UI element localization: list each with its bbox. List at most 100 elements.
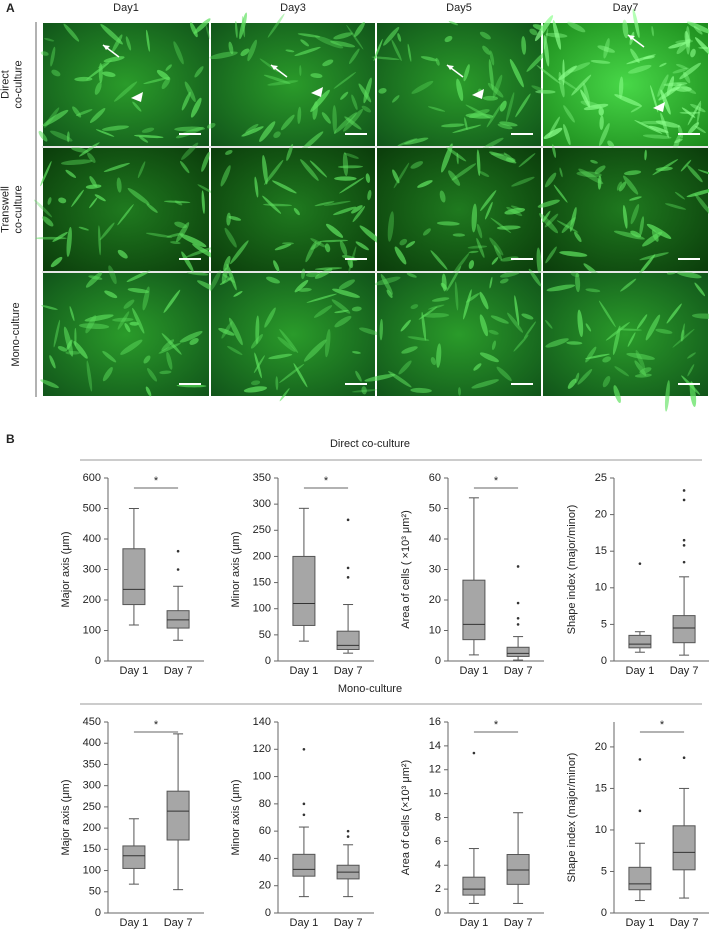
- cell: [58, 197, 67, 204]
- cell: [500, 256, 519, 262]
- cell: [622, 204, 628, 229]
- cell: [490, 315, 509, 324]
- cell: [480, 190, 497, 212]
- cell: [72, 106, 82, 118]
- cell: [490, 153, 508, 156]
- cell: [111, 34, 123, 53]
- x-tick-label: Day 7: [504, 917, 533, 929]
- y-axis-label: Minor axis (μm): [230, 531, 242, 607]
- cell: [681, 323, 685, 341]
- cell: [147, 368, 157, 382]
- cell: [479, 314, 488, 337]
- cell: [646, 223, 672, 239]
- cell: [567, 378, 577, 389]
- cell: [117, 249, 128, 259]
- y-tick-label: 60: [429, 472, 441, 484]
- box: [628, 634, 652, 649]
- cell: [666, 303, 682, 324]
- y-tick-label: 250: [253, 524, 271, 536]
- x-tick-label: Day 1: [626, 917, 655, 929]
- cell: [417, 180, 433, 188]
- row-label: co-culture: [12, 185, 24, 233]
- cell: [628, 196, 642, 201]
- cell: [490, 217, 512, 234]
- cell: [499, 100, 507, 112]
- micrograph: [371, 20, 550, 150]
- cell: [310, 241, 322, 250]
- cell: [507, 312, 524, 333]
- cell: [672, 67, 689, 74]
- cell: [352, 351, 361, 354]
- cell: [627, 332, 636, 347]
- y-tick-label: 25: [595, 472, 607, 484]
- micrograph: [537, 144, 709, 278]
- cell: [53, 319, 61, 348]
- y-axis-label: Area of cells (×10³ μm²): [400, 760, 412, 875]
- cell: [458, 387, 461, 396]
- cell: [230, 240, 249, 265]
- cell: [430, 250, 448, 270]
- cell: [406, 272, 417, 278]
- cell: [186, 246, 214, 258]
- cell: [86, 62, 110, 80]
- cell: [267, 13, 285, 38]
- cell: [279, 388, 290, 402]
- cell: [590, 59, 611, 64]
- cell: [539, 213, 559, 234]
- cell: [687, 364, 695, 377]
- outlier: [346, 566, 350, 570]
- cell: [626, 352, 656, 360]
- cell: [391, 39, 402, 62]
- cell: [266, 276, 280, 284]
- outlier: [346, 835, 350, 838]
- x-tick-label: Day 1: [626, 665, 655, 677]
- outlier: [516, 565, 520, 568]
- cell: [456, 78, 464, 102]
- cell: [220, 165, 231, 187]
- group-title: Direct co-culture: [330, 438, 410, 450]
- cell: [112, 317, 134, 322]
- cell: [617, 328, 642, 331]
- cell: [280, 114, 295, 131]
- cell: [129, 321, 139, 326]
- cell: [87, 152, 96, 163]
- cell: [245, 123, 259, 134]
- cell: [120, 339, 143, 355]
- outlier: [682, 756, 686, 760]
- cell: [273, 131, 281, 139]
- y-tick-label: 15: [595, 782, 607, 794]
- cell: [86, 360, 93, 392]
- y-tick-label: 100: [253, 603, 271, 615]
- y-axis-label: Major axis (μm): [60, 531, 72, 607]
- cell: [479, 171, 490, 177]
- cell: [293, 207, 300, 216]
- cell: [394, 246, 407, 265]
- cell: [71, 189, 84, 207]
- outlier: [176, 549, 180, 553]
- cell: [553, 184, 568, 203]
- cell: [505, 92, 515, 122]
- cell: [464, 117, 468, 131]
- cell: [488, 59, 494, 91]
- cell: [181, 91, 191, 111]
- cell: [272, 180, 297, 194]
- cell: [297, 33, 321, 38]
- cell: [300, 39, 310, 47]
- cell: [348, 48, 360, 65]
- cell: [44, 37, 55, 42]
- cell: [518, 153, 536, 168]
- cell: [505, 157, 516, 163]
- cell: [430, 357, 437, 366]
- cell: [63, 326, 74, 357]
- cell: [297, 106, 302, 124]
- cell: [383, 26, 400, 46]
- cell: [351, 94, 358, 110]
- cell: [94, 81, 102, 95]
- cell: [42, 109, 69, 127]
- cell: [521, 36, 527, 55]
- cell: [351, 306, 362, 312]
- cell: [226, 212, 231, 226]
- cell: [332, 105, 337, 134]
- y-axis-label: Major axis (μm): [60, 779, 72, 855]
